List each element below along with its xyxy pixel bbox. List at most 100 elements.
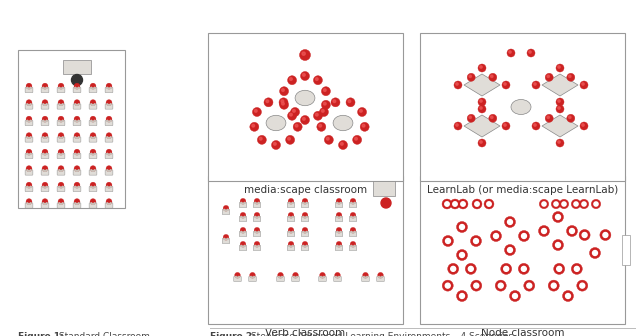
Circle shape (321, 100, 330, 109)
Circle shape (471, 280, 482, 291)
FancyBboxPatch shape (105, 137, 113, 142)
FancyBboxPatch shape (301, 246, 308, 251)
Bar (622, 235, 630, 265)
Circle shape (271, 140, 280, 150)
Circle shape (465, 263, 476, 275)
FancyBboxPatch shape (41, 87, 49, 93)
Text: Standard Classroom: Standard Classroom (56, 332, 150, 336)
Circle shape (348, 100, 351, 102)
Circle shape (250, 272, 255, 278)
FancyBboxPatch shape (333, 277, 341, 282)
Circle shape (579, 229, 590, 241)
FancyBboxPatch shape (253, 232, 260, 237)
Circle shape (26, 116, 32, 122)
Circle shape (478, 105, 486, 113)
Circle shape (106, 99, 112, 106)
Circle shape (259, 137, 262, 140)
Circle shape (461, 202, 465, 206)
Text: LearnLab (or media:scape LearnLab): LearnLab (or media:scape LearnLab) (427, 185, 618, 195)
Circle shape (273, 142, 276, 145)
Bar (208, 33, 403, 181)
FancyBboxPatch shape (41, 203, 49, 208)
Circle shape (570, 228, 575, 234)
Ellipse shape (511, 99, 531, 115)
Circle shape (568, 116, 571, 119)
Circle shape (490, 230, 502, 242)
Circle shape (480, 100, 482, 102)
Circle shape (240, 227, 246, 233)
Circle shape (502, 81, 510, 89)
Circle shape (58, 83, 64, 89)
Circle shape (336, 198, 342, 204)
Circle shape (507, 49, 515, 57)
FancyBboxPatch shape (73, 104, 81, 109)
FancyBboxPatch shape (57, 153, 65, 159)
Ellipse shape (333, 115, 353, 131)
Circle shape (442, 199, 452, 209)
Circle shape (504, 266, 509, 271)
Bar (373, 181, 395, 196)
FancyBboxPatch shape (25, 137, 33, 142)
Circle shape (106, 182, 112, 188)
Circle shape (504, 124, 506, 126)
Circle shape (355, 137, 357, 140)
Circle shape (280, 87, 289, 96)
Circle shape (289, 113, 292, 116)
Circle shape (74, 99, 80, 106)
Circle shape (254, 198, 260, 204)
Bar (420, 33, 625, 181)
Text: Figure 2:: Figure 2: (210, 332, 256, 336)
Circle shape (266, 100, 269, 102)
Circle shape (545, 73, 553, 81)
FancyBboxPatch shape (57, 137, 65, 142)
Circle shape (548, 280, 559, 291)
Circle shape (74, 149, 80, 155)
Circle shape (556, 139, 564, 147)
FancyBboxPatch shape (89, 203, 97, 208)
Circle shape (572, 263, 582, 275)
Circle shape (552, 240, 563, 251)
Circle shape (288, 198, 294, 204)
Circle shape (288, 227, 294, 233)
Circle shape (26, 182, 32, 188)
FancyBboxPatch shape (73, 153, 81, 159)
Circle shape (106, 83, 112, 89)
FancyBboxPatch shape (105, 186, 113, 192)
Bar (63, 60, 91, 74)
FancyBboxPatch shape (335, 232, 343, 237)
FancyBboxPatch shape (253, 203, 260, 208)
Circle shape (489, 114, 497, 122)
Circle shape (554, 202, 558, 206)
Circle shape (350, 198, 356, 204)
Circle shape (292, 272, 298, 278)
Circle shape (254, 212, 260, 218)
Circle shape (319, 108, 328, 117)
Circle shape (250, 122, 259, 131)
FancyBboxPatch shape (41, 170, 49, 175)
FancyBboxPatch shape (105, 170, 113, 175)
Circle shape (559, 199, 569, 209)
Circle shape (593, 251, 598, 255)
Circle shape (518, 263, 529, 275)
Circle shape (106, 166, 112, 172)
Circle shape (223, 234, 229, 240)
Circle shape (58, 182, 64, 188)
Circle shape (551, 199, 561, 209)
Circle shape (504, 83, 506, 85)
Circle shape (450, 199, 460, 209)
Circle shape (340, 142, 343, 145)
Circle shape (509, 291, 520, 301)
Circle shape (282, 89, 284, 91)
Circle shape (58, 166, 64, 172)
Circle shape (538, 225, 550, 237)
Circle shape (556, 64, 564, 72)
Circle shape (331, 98, 340, 107)
FancyBboxPatch shape (239, 216, 247, 221)
Circle shape (90, 182, 96, 188)
Circle shape (582, 202, 586, 206)
Circle shape (508, 219, 513, 224)
Circle shape (302, 241, 308, 247)
Circle shape (26, 83, 32, 89)
Circle shape (456, 291, 467, 301)
Circle shape (554, 263, 564, 275)
